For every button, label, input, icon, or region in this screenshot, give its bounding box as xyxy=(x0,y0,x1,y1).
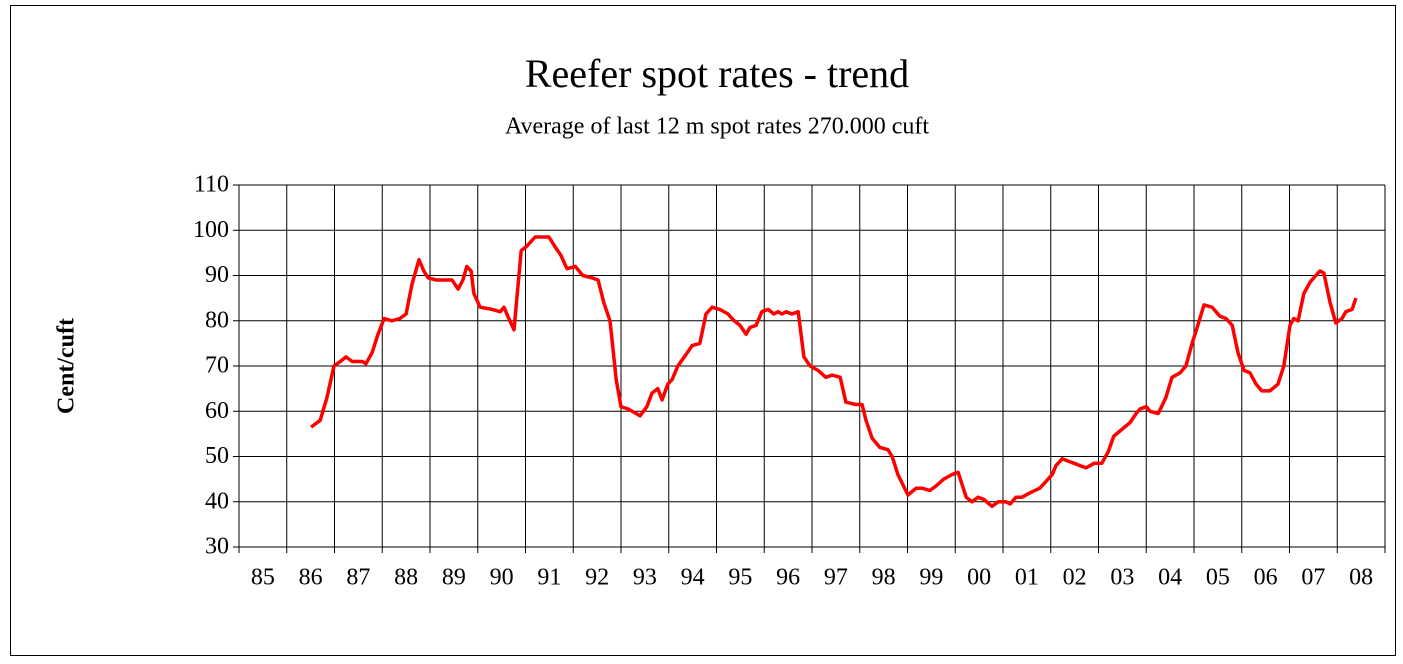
x-tick-label: 06 xyxy=(1254,565,1278,591)
y-tick-label: 30 xyxy=(205,534,229,560)
chart-subtitle: Average of last 12 m spot rates 270.000 … xyxy=(505,114,929,140)
y-tick-label: 60 xyxy=(205,398,229,424)
y-tick-label: 70 xyxy=(205,353,229,379)
y-axis-label: Cent/cuft xyxy=(54,318,80,414)
x-tick-label: 07 xyxy=(1301,565,1325,591)
x-tick-label: 93 xyxy=(633,565,657,591)
x-tick-label: 05 xyxy=(1206,565,1230,591)
x-tick-label: 99 xyxy=(919,565,943,591)
x-tick-label: 03 xyxy=(1110,565,1134,591)
y-tick-label: 100 xyxy=(193,217,229,243)
x-tick-label: 97 xyxy=(824,565,848,591)
x-tick-label: 87 xyxy=(346,565,370,591)
x-tick-label: 04 xyxy=(1158,565,1182,591)
y-tick-label: 90 xyxy=(205,262,229,288)
x-tick-label: 92 xyxy=(585,565,609,591)
x-tick-label: 88 xyxy=(394,565,418,591)
x-tick-label: 08 xyxy=(1349,565,1373,591)
x-tick-label: 02 xyxy=(1063,565,1087,591)
y-tick-label: 40 xyxy=(205,488,229,514)
x-tick-label: 85 xyxy=(251,565,275,591)
x-tick-label: 00 xyxy=(967,565,991,591)
x-tick-label: 90 xyxy=(490,565,514,591)
chart-title: Reefer spot rates - trend xyxy=(525,51,909,96)
x-tick-label: 89 xyxy=(442,565,466,591)
x-tick-label: 86 xyxy=(299,565,323,591)
data-line xyxy=(310,235,1358,509)
y-tick-label: 110 xyxy=(194,172,229,198)
y-tick-label: 50 xyxy=(205,443,229,469)
x-tick-label: 91 xyxy=(537,565,561,591)
x-tick-label: 01 xyxy=(1015,565,1039,591)
x-tick-label: 95 xyxy=(728,565,752,591)
x-tick-label: 98 xyxy=(872,565,896,591)
x-tick-label: 96 xyxy=(776,565,800,591)
x-tick-label: 94 xyxy=(681,565,705,591)
y-tick-label: 80 xyxy=(205,307,229,333)
